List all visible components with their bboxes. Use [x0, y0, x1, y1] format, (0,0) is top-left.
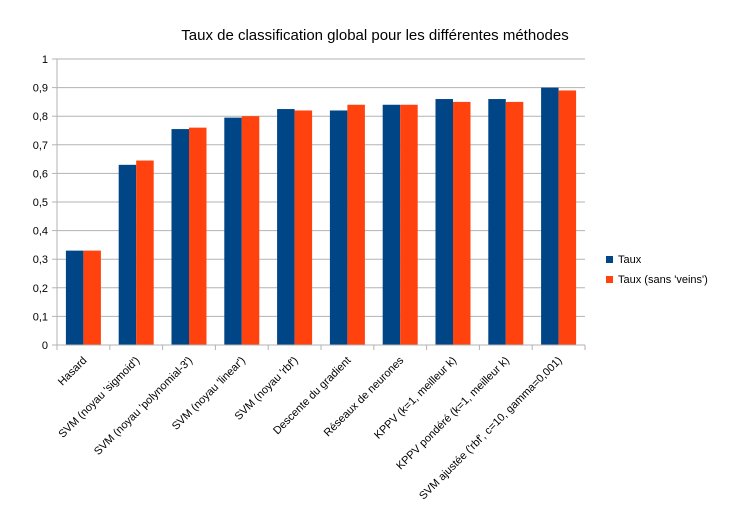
x-tick-label: SVM (noyau 'polynomial-3') — [92, 355, 195, 458]
bar — [541, 87, 559, 345]
bar — [171, 129, 189, 345]
y-axis: 0 0,1 0,2 0,3 0,4 0,5 0,6 0,7 0,8 0,9 1 — [33, 54, 57, 352]
legend-swatch — [606, 256, 613, 263]
y-tick-label: 0,1 — [33, 311, 48, 323]
chart-title: Taux de classification global pour les d… — [181, 27, 568, 44]
bar — [241, 116, 260, 345]
bar — [65, 250, 84, 345]
y-tick-label: 0,5 — [33, 197, 48, 209]
y-tick-label: 0,7 — [33, 140, 48, 152]
bar — [189, 127, 207, 345]
y-tick-label: 0,6 — [33, 168, 48, 180]
y-tick-label: 0,9 — [33, 83, 48, 95]
y-tick-label: 0,3 — [33, 254, 48, 266]
bar — [224, 117, 242, 345]
legend-label: Taux — [618, 254, 642, 266]
bar — [505, 101, 524, 346]
bar — [277, 109, 295, 345]
bar — [453, 101, 471, 346]
bar — [382, 104, 401, 345]
axes — [56, 59, 586, 350]
y-tick-label: 0,4 — [33, 226, 48, 238]
x-tick-label: Hasard — [56, 355, 90, 389]
bar — [118, 164, 137, 345]
y-tick-label: 0,2 — [33, 283, 48, 295]
bars — [65, 87, 577, 346]
bar — [435, 99, 453, 345]
x-tick-label: KPPV pondéré (k=1, meilleur k) — [394, 355, 512, 473]
y-tick-label: 0 — [42, 340, 48, 352]
bar — [488, 99, 506, 345]
bar — [294, 110, 313, 345]
legend-swatch — [606, 276, 613, 283]
legend-label: Taux (sans 'veins') — [618, 274, 708, 286]
bar — [83, 250, 101, 345]
bar — [347, 104, 365, 345]
bar — [400, 104, 418, 345]
bar — [329, 110, 348, 345]
y-tick-label: 0,8 — [33, 111, 48, 123]
bar — [558, 90, 577, 346]
legend: Taux Taux (sans 'veins') — [606, 254, 708, 286]
y-tick-label: 1 — [42, 54, 48, 66]
bar — [136, 160, 154, 345]
